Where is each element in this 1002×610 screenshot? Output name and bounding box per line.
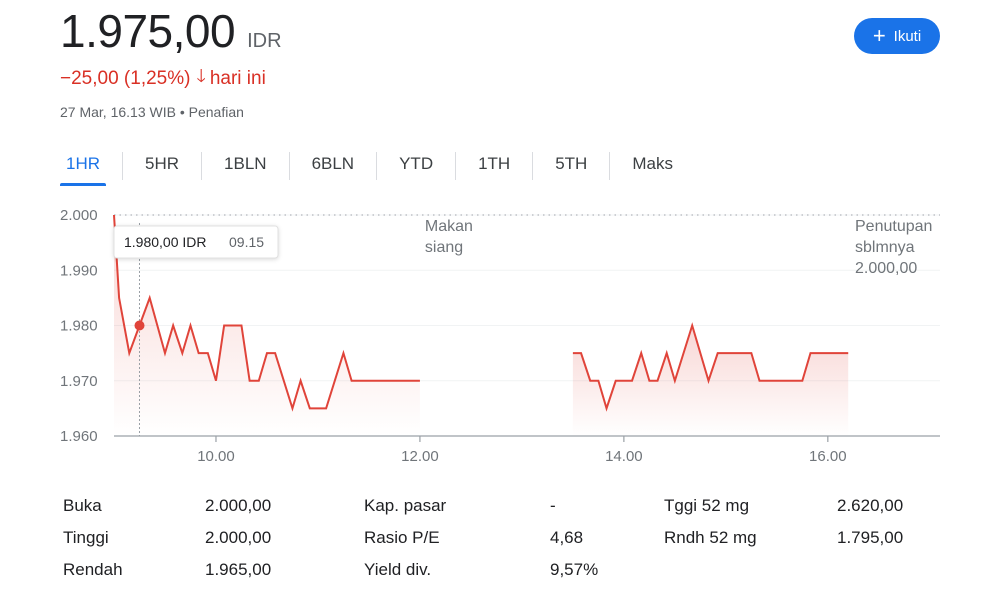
stat-label: Yield div. xyxy=(364,560,432,579)
price-header: 1.975,00 IDR xyxy=(60,4,282,58)
tab-1bln[interactable]: 1BLN xyxy=(224,154,267,173)
tab-divider xyxy=(609,152,611,180)
tab-divider xyxy=(288,152,290,180)
tab-maks[interactable]: Maks xyxy=(632,154,673,173)
y-tick-label: 1.970 xyxy=(60,373,98,390)
y-tick-label: 1.990 xyxy=(60,262,98,279)
tab-1hr[interactable]: 1HR xyxy=(60,148,107,186)
tab-divider xyxy=(201,152,203,180)
y-tick-label: 1.960 xyxy=(60,428,98,445)
lunch-break-label: Makan xyxy=(425,218,473,235)
stat-value: 2.000,00 xyxy=(205,528,272,547)
hover-point xyxy=(134,320,145,331)
price-chart[interactable]: 2.000 1.990 1.980 1.970 1.960 10.00 12.00 14.00… xyxy=(0,195,1002,465)
stat-label: Tggi 52 mg xyxy=(664,496,750,515)
stat-label: Tinggi xyxy=(63,528,109,547)
arrow-down-icon: 🡓 xyxy=(196,66,206,86)
current-price: 1.975,00 xyxy=(60,5,236,57)
stat-value: 2.620,00 xyxy=(837,496,904,515)
x-tick-label: 16.00 xyxy=(809,448,847,465)
tab-1th[interactable]: 1TH xyxy=(478,154,511,173)
tab-divider xyxy=(122,152,124,180)
currency-label: IDR xyxy=(247,30,282,52)
stat-label: Rndh 52 mg xyxy=(664,528,757,547)
stat-value: 2.000,00 xyxy=(205,496,272,515)
follow-button-label: Ikuti xyxy=(893,27,922,45)
y-tick-label: 2.000 xyxy=(60,207,98,224)
x-tick-label: 14.00 xyxy=(605,448,643,465)
range-tabs: 1HR 5HR 1BLN 6BLN YTD 1TH 5TH Maks xyxy=(60,148,679,186)
stat-label: Rendah xyxy=(63,560,123,579)
price-line xyxy=(113,214,420,412)
x-tick-label: 10.00 xyxy=(197,448,235,465)
stat-label: Buka xyxy=(63,496,102,515)
tab-ytd[interactable]: YTD xyxy=(399,154,434,173)
price-change: −25,00 (1,25%) 🡓 hari ini xyxy=(60,64,266,94)
tooltip-price: 1.980,00 IDR xyxy=(124,234,207,250)
change-period: hari ini xyxy=(209,68,266,89)
tooltip-time: 09.15 xyxy=(229,234,264,250)
lunch-break-label: siang xyxy=(425,239,463,256)
stat-value: 9,57% xyxy=(550,560,599,579)
previous-close-label: sblmnya xyxy=(855,239,915,256)
follow-button[interactable]: + Ikuti xyxy=(854,18,940,54)
stat-label: Kap. pasar xyxy=(364,496,447,515)
change-value: −25,00 (1,25%) xyxy=(60,68,191,89)
x-tick-label: 12.00 xyxy=(401,448,439,465)
tab-5th[interactable]: 5TH xyxy=(555,154,588,173)
tooltip-box xyxy=(113,225,279,259)
stat-value: 4,68 xyxy=(550,528,584,547)
stat-value: 1.965,00 xyxy=(205,560,272,579)
stat-value: - xyxy=(550,496,556,515)
price-area xyxy=(114,215,420,436)
tab-divider xyxy=(455,152,457,180)
tab-divider xyxy=(376,152,378,180)
tab-divider xyxy=(532,152,534,180)
tab-5hr[interactable]: 5HR xyxy=(145,154,180,173)
timestamp-disclaimer[interactable]: 27 Mar, 16.13 WIB • Penafian xyxy=(60,104,244,120)
stat-value: 1.795,00 xyxy=(837,528,904,547)
plus-icon: + xyxy=(872,23,886,48)
y-tick-label: 1.980 xyxy=(60,318,98,335)
stat-label: Rasio P/E xyxy=(364,528,440,547)
tab-6bln[interactable]: 6BLN xyxy=(311,154,355,173)
previous-close-label: 2.000,00 xyxy=(855,260,917,277)
price-line xyxy=(572,322,849,412)
price-area xyxy=(572,325,849,436)
previous-close-label: Penutupan xyxy=(855,218,932,235)
